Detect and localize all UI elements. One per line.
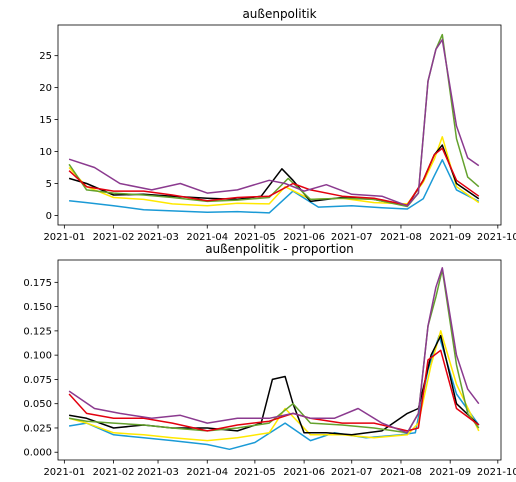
chart-title: außenpolitik — [242, 7, 316, 21]
series-line-4 — [68, 33, 480, 208]
y-tick-label: 10 — [39, 147, 52, 158]
series-line-1 — [69, 159, 480, 214]
y-tick-label: 0 — [46, 211, 52, 222]
y-tick-label: 0.000 — [23, 448, 52, 459]
chart-title: außenpolitik - proportion — [205, 242, 354, 256]
axes-frame — [57, 259, 502, 461]
x-tick-label: 2021-01 — [43, 232, 85, 243]
x-tick-label: 2021-06 — [283, 467, 325, 478]
x-tick-label: 2021-02 — [93, 232, 135, 243]
series-line-6 — [68, 267, 480, 434]
x-tick-label: 2021-03 — [137, 232, 179, 243]
axes-frame — [57, 24, 502, 226]
series-line-1 — [68, 334, 480, 451]
chart-panel-1: außenpolitik 2021-01 2021-02 2021-03 2021-04… — [39, 7, 516, 243]
series-line-4 — [68, 268, 480, 434]
x-tick-label: 2021-03 — [137, 467, 179, 478]
x-tick-label: 2021-04 — [186, 467, 228, 478]
x-tick-label: 2021-07 — [331, 232, 373, 243]
x-tick-label: 2021-05 — [234, 232, 276, 243]
y-tick-label: 0.025 — [23, 423, 52, 434]
y-tick-label: 0.050 — [23, 399, 52, 410]
y-tick-label: 15 — [39, 115, 52, 126]
x-tick-label: 2021-05 — [234, 467, 276, 478]
series-line-3 — [68, 144, 480, 207]
series-line-2 — [68, 330, 480, 442]
x-tick-label: 2021-10 — [477, 232, 516, 243]
y-tick-label: 25 — [39, 51, 52, 62]
x-tick-label: 2021-09 — [429, 467, 471, 478]
x-tick-label: 2021-10 — [477, 467, 516, 478]
x-tick-label: 2021-08 — [380, 467, 422, 478]
x-tick-label: 2021-09 — [429, 232, 471, 243]
x-tick-label: 2021-08 — [380, 232, 422, 243]
series-line-6 — [68, 38, 480, 207]
x-tick-label: 2021-02 — [93, 467, 135, 478]
y-tick-label: 0.075 — [23, 375, 52, 386]
series-line-5 — [68, 147, 480, 206]
y-tick-label: 20 — [39, 83, 52, 94]
y-tick-label: 0.100 — [23, 351, 52, 362]
y-tick-label: 0.175 — [23, 278, 52, 289]
x-tick-label: 2021-01 — [43, 467, 85, 478]
series-line-2 — [68, 136, 480, 207]
x-tick-label: 2021-06 — [283, 232, 325, 243]
x-tick-label: 2021-04 — [186, 232, 228, 243]
y-tick-label: 0.150 — [23, 302, 52, 313]
y-tick-label: 0.125 — [23, 326, 52, 337]
y-tick-label: 5 — [46, 179, 52, 190]
x-tick-label: 2021-07 — [331, 467, 373, 478]
